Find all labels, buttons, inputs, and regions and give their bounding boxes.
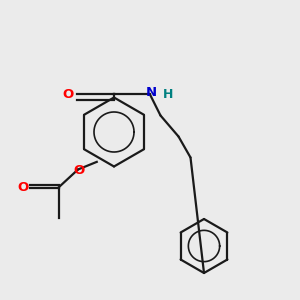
Text: H: H xyxy=(163,88,173,101)
Text: O: O xyxy=(62,88,74,101)
Text: O: O xyxy=(17,181,28,194)
Text: O: O xyxy=(74,164,85,177)
Text: N: N xyxy=(146,86,157,100)
